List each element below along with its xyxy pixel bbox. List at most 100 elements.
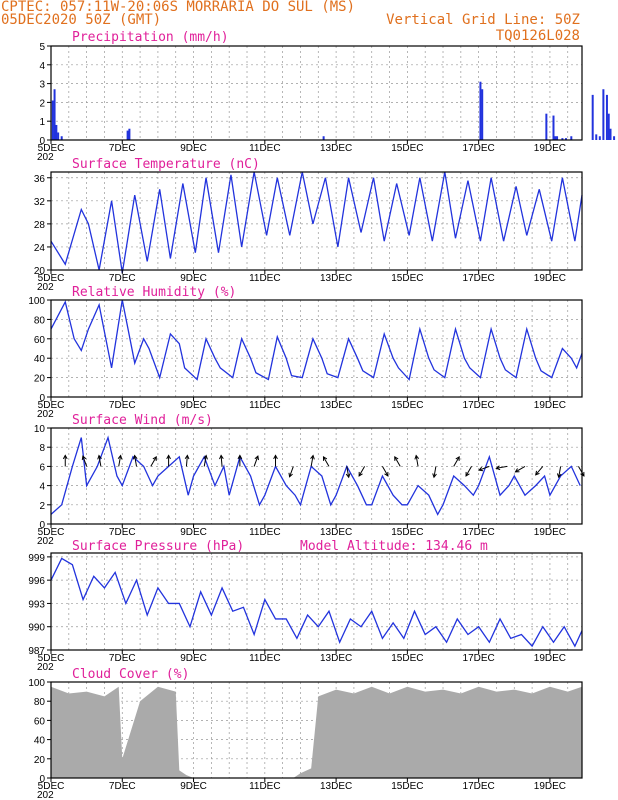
x-tick-label: 5DEC [38, 143, 65, 154]
y-tick-label: 28 [34, 220, 46, 231]
precip-bar [322, 136, 325, 140]
panel-4: 987 990 993 996 999 5DEC 7DEC 9DEC 11DEC 13DEC 15D… [28, 539, 583, 673]
precip-bar [605, 94, 608, 140]
x-tick-label: 11DEC [249, 400, 281, 411]
x-tick-label: 11DEC [249, 273, 281, 284]
wind-arrow [150, 456, 157, 467]
wind-arrow-head [273, 454, 278, 460]
y-tick-label: 3 [39, 80, 45, 91]
wind-arrow-head [219, 454, 224, 460]
x-tick-label: 19DEC [534, 653, 566, 664]
y-tick-label: 6 [39, 462, 45, 473]
precip-bar [55, 124, 58, 140]
x-tick-label: 5DEC [38, 781, 65, 792]
wind-arrow [465, 466, 472, 477]
series-line [50, 171, 583, 273]
precip-bar [545, 113, 548, 140]
x-year-label-cut: 202 [37, 282, 54, 293]
wind-arrow-head [117, 454, 123, 460]
wind-arrow-head [152, 455, 157, 461]
x-tick-label: 19DEC [534, 527, 566, 538]
panel-3: 0 2 4 6 8 10 5DEC 7DEC 9DEC 11DEC 13DEC 15DEC 17DEC 1… [34, 413, 585, 547]
y-tick-label: 0 [39, 136, 45, 147]
wind-arrow [394, 456, 401, 467]
y-tick-label: 8 [39, 443, 45, 454]
x-year-label-cut: 202 [37, 536, 54, 547]
y-tick-label: 996 [28, 576, 45, 587]
y-tick-label: 0 [39, 393, 45, 404]
x-tick-label: 5DEC [38, 527, 65, 538]
x-tick-label: 19DEC [534, 400, 566, 411]
wind-arrow-head [310, 454, 315, 460]
panel-frame [50, 171, 583, 271]
x-year-label-cut: 202 [37, 152, 54, 163]
panel-frame [50, 681, 583, 779]
precip-bar [564, 138, 567, 140]
wind-arrow-head [345, 473, 351, 479]
x-tick-label: 9DEC [180, 143, 207, 154]
wind-arrow [185, 455, 188, 467]
wind-arrow [220, 455, 223, 467]
model-altitude: Model Altitude: 134.46 m [300, 539, 488, 554]
precip-bar [602, 89, 605, 140]
x-tick-label: 17DEC [463, 273, 495, 284]
x-tick-label: 13DEC [320, 143, 352, 154]
x-tick-label: 9DEC [180, 781, 207, 792]
wind-arrow-head [384, 471, 389, 477]
wind-arrow [496, 465, 508, 469]
x-tick-label: 9DEC [180, 273, 207, 284]
precip-bar [609, 128, 612, 140]
y-tick-label: 20 [34, 266, 46, 277]
y-tick-label: 990 [28, 623, 45, 634]
precip-bar [570, 136, 573, 140]
x-year-label-cut: 202 [37, 662, 54, 673]
x-tick-label: 19DEC [534, 781, 566, 792]
panel-title: Surface Pressure (hPa) [72, 539, 244, 554]
wind-arrow-head [535, 470, 540, 476]
series-line [50, 435, 581, 516]
y-tick-label: 1 [39, 117, 45, 128]
panel-title: Surface Wind (m/s) [72, 413, 213, 428]
x-tick-label: 7DEC [109, 273, 136, 284]
wind-arrow-head [288, 472, 293, 478]
wind-arrow [323, 456, 330, 467]
wind-arrow [98, 455, 102, 467]
y-tick-label: 0 [39, 520, 45, 531]
x-tick-label: 15DEC [391, 781, 423, 792]
y-tick-label: 80 [34, 697, 46, 708]
y-tick-label: 0 [39, 774, 45, 785]
precip-bar [481, 89, 484, 140]
x-tick-label: 7DEC [109, 400, 136, 411]
wind-arrow-head [455, 455, 460, 461]
y-tick-label: 2 [39, 98, 45, 109]
y-tick-label: 20 [34, 374, 46, 385]
wind-arrow-head [254, 455, 259, 461]
y-tick-label: 100 [28, 678, 45, 689]
x-tick-label: 19DEC [534, 143, 566, 154]
wind-arrow [253, 455, 259, 467]
panel-frame [50, 552, 583, 651]
wind-arrow-head [556, 473, 562, 479]
y-tick-label: 32 [34, 197, 46, 208]
precip-bar [51, 100, 54, 140]
precip-bar [556, 136, 559, 140]
x-year-label-cut: 202 [37, 790, 54, 800]
grid-line-note: Vertical Grid Line: 50Z [386, 12, 580, 28]
x-tick-label: 15DEC [391, 653, 423, 664]
y-tick-label: 100 [28, 296, 45, 307]
y-tick-label: 993 [28, 599, 45, 610]
wind-arrow-head [166, 454, 171, 460]
x-tick-label: 15DEC [391, 143, 423, 154]
panel-1: 20 24 28 32 36 5DEC 7DEC 9DEC 11DEC 13DEC 15DEC 17D… [34, 157, 583, 293]
x-tick-label: 11DEC [249, 527, 281, 538]
x-tick-label: 5DEC [38, 273, 65, 284]
x-tick-label: 9DEC [180, 400, 207, 411]
x-tick-label: 11DEC [249, 143, 281, 154]
forecast-date: 05DEC2020 50Z (GMT) [1, 12, 161, 28]
wind-arrow-head [495, 465, 501, 471]
wind-arrow [134, 455, 138, 467]
x-tick-label: 7DEC [109, 527, 136, 538]
precip-bar [552, 115, 555, 140]
wind-arrow-head [414, 454, 420, 460]
precip-bar [613, 136, 616, 140]
